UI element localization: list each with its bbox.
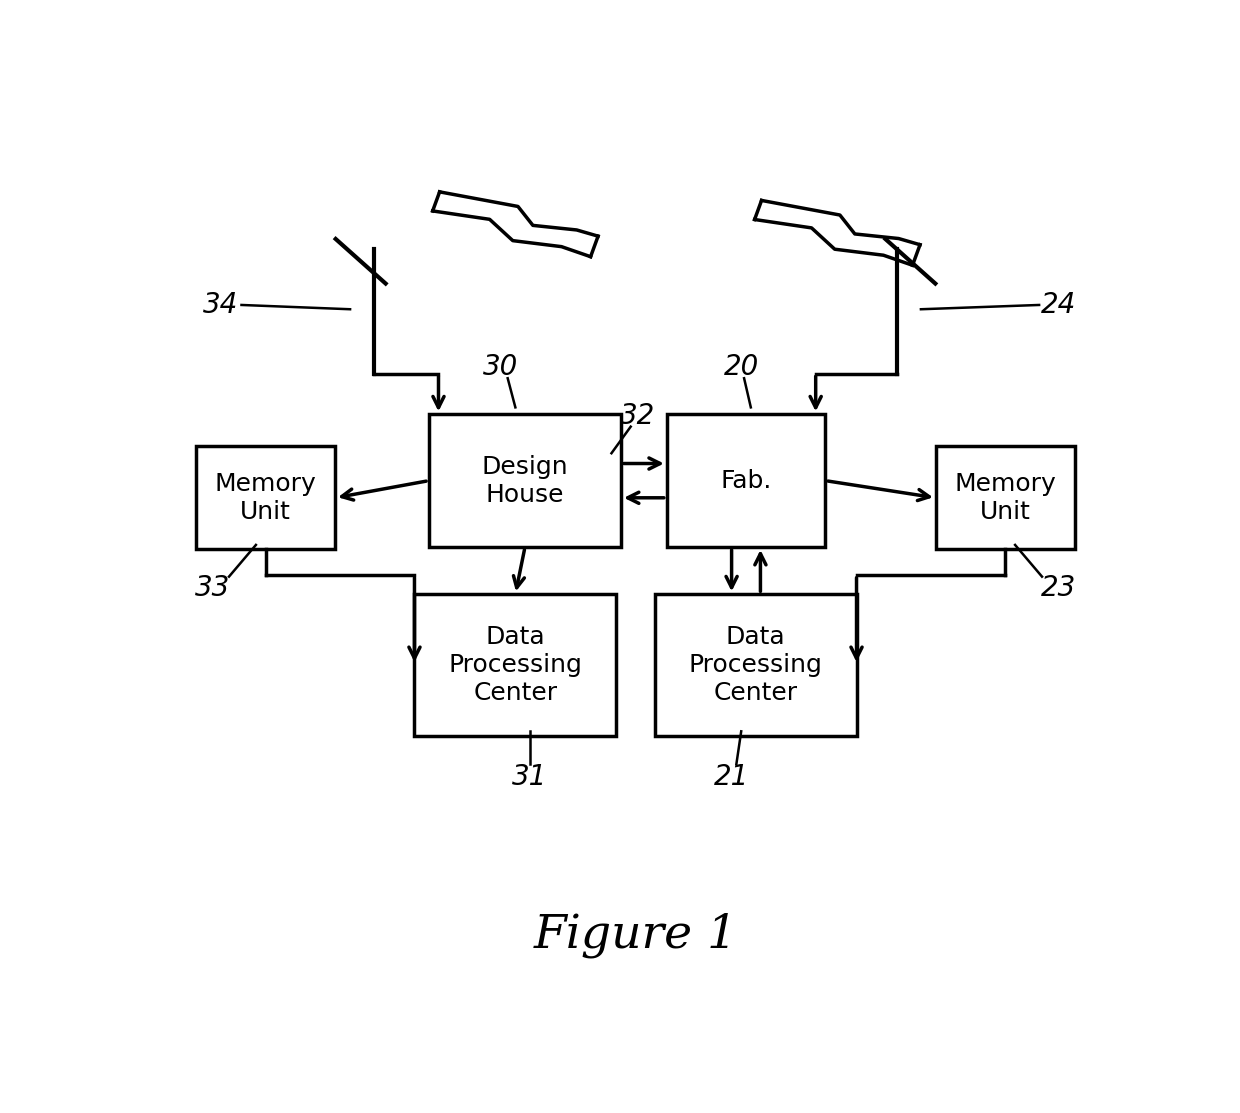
- Text: Figure 1: Figure 1: [533, 913, 738, 957]
- Text: 24: 24: [1040, 290, 1076, 319]
- Text: 20: 20: [724, 353, 759, 381]
- FancyBboxPatch shape: [414, 594, 616, 736]
- Text: 33: 33: [195, 574, 231, 602]
- FancyBboxPatch shape: [667, 414, 826, 548]
- FancyBboxPatch shape: [429, 414, 621, 548]
- Text: 21: 21: [714, 762, 749, 790]
- Text: Memory
Unit: Memory Unit: [215, 472, 316, 524]
- Text: 23: 23: [1040, 574, 1076, 602]
- Text: Fab.: Fab.: [720, 469, 771, 493]
- Text: Memory
Unit: Memory Unit: [955, 472, 1056, 524]
- Text: 34: 34: [202, 290, 238, 319]
- Text: Data
Processing
Center: Data Processing Center: [688, 626, 822, 705]
- Text: 32: 32: [620, 403, 655, 431]
- Text: Design
House: Design House: [481, 455, 568, 506]
- Text: 31: 31: [512, 762, 547, 790]
- FancyBboxPatch shape: [196, 446, 335, 549]
- Text: Data
Processing
Center: Data Processing Center: [449, 626, 583, 705]
- Text: 30: 30: [484, 353, 518, 381]
- FancyBboxPatch shape: [655, 594, 857, 736]
- FancyBboxPatch shape: [936, 446, 1075, 549]
